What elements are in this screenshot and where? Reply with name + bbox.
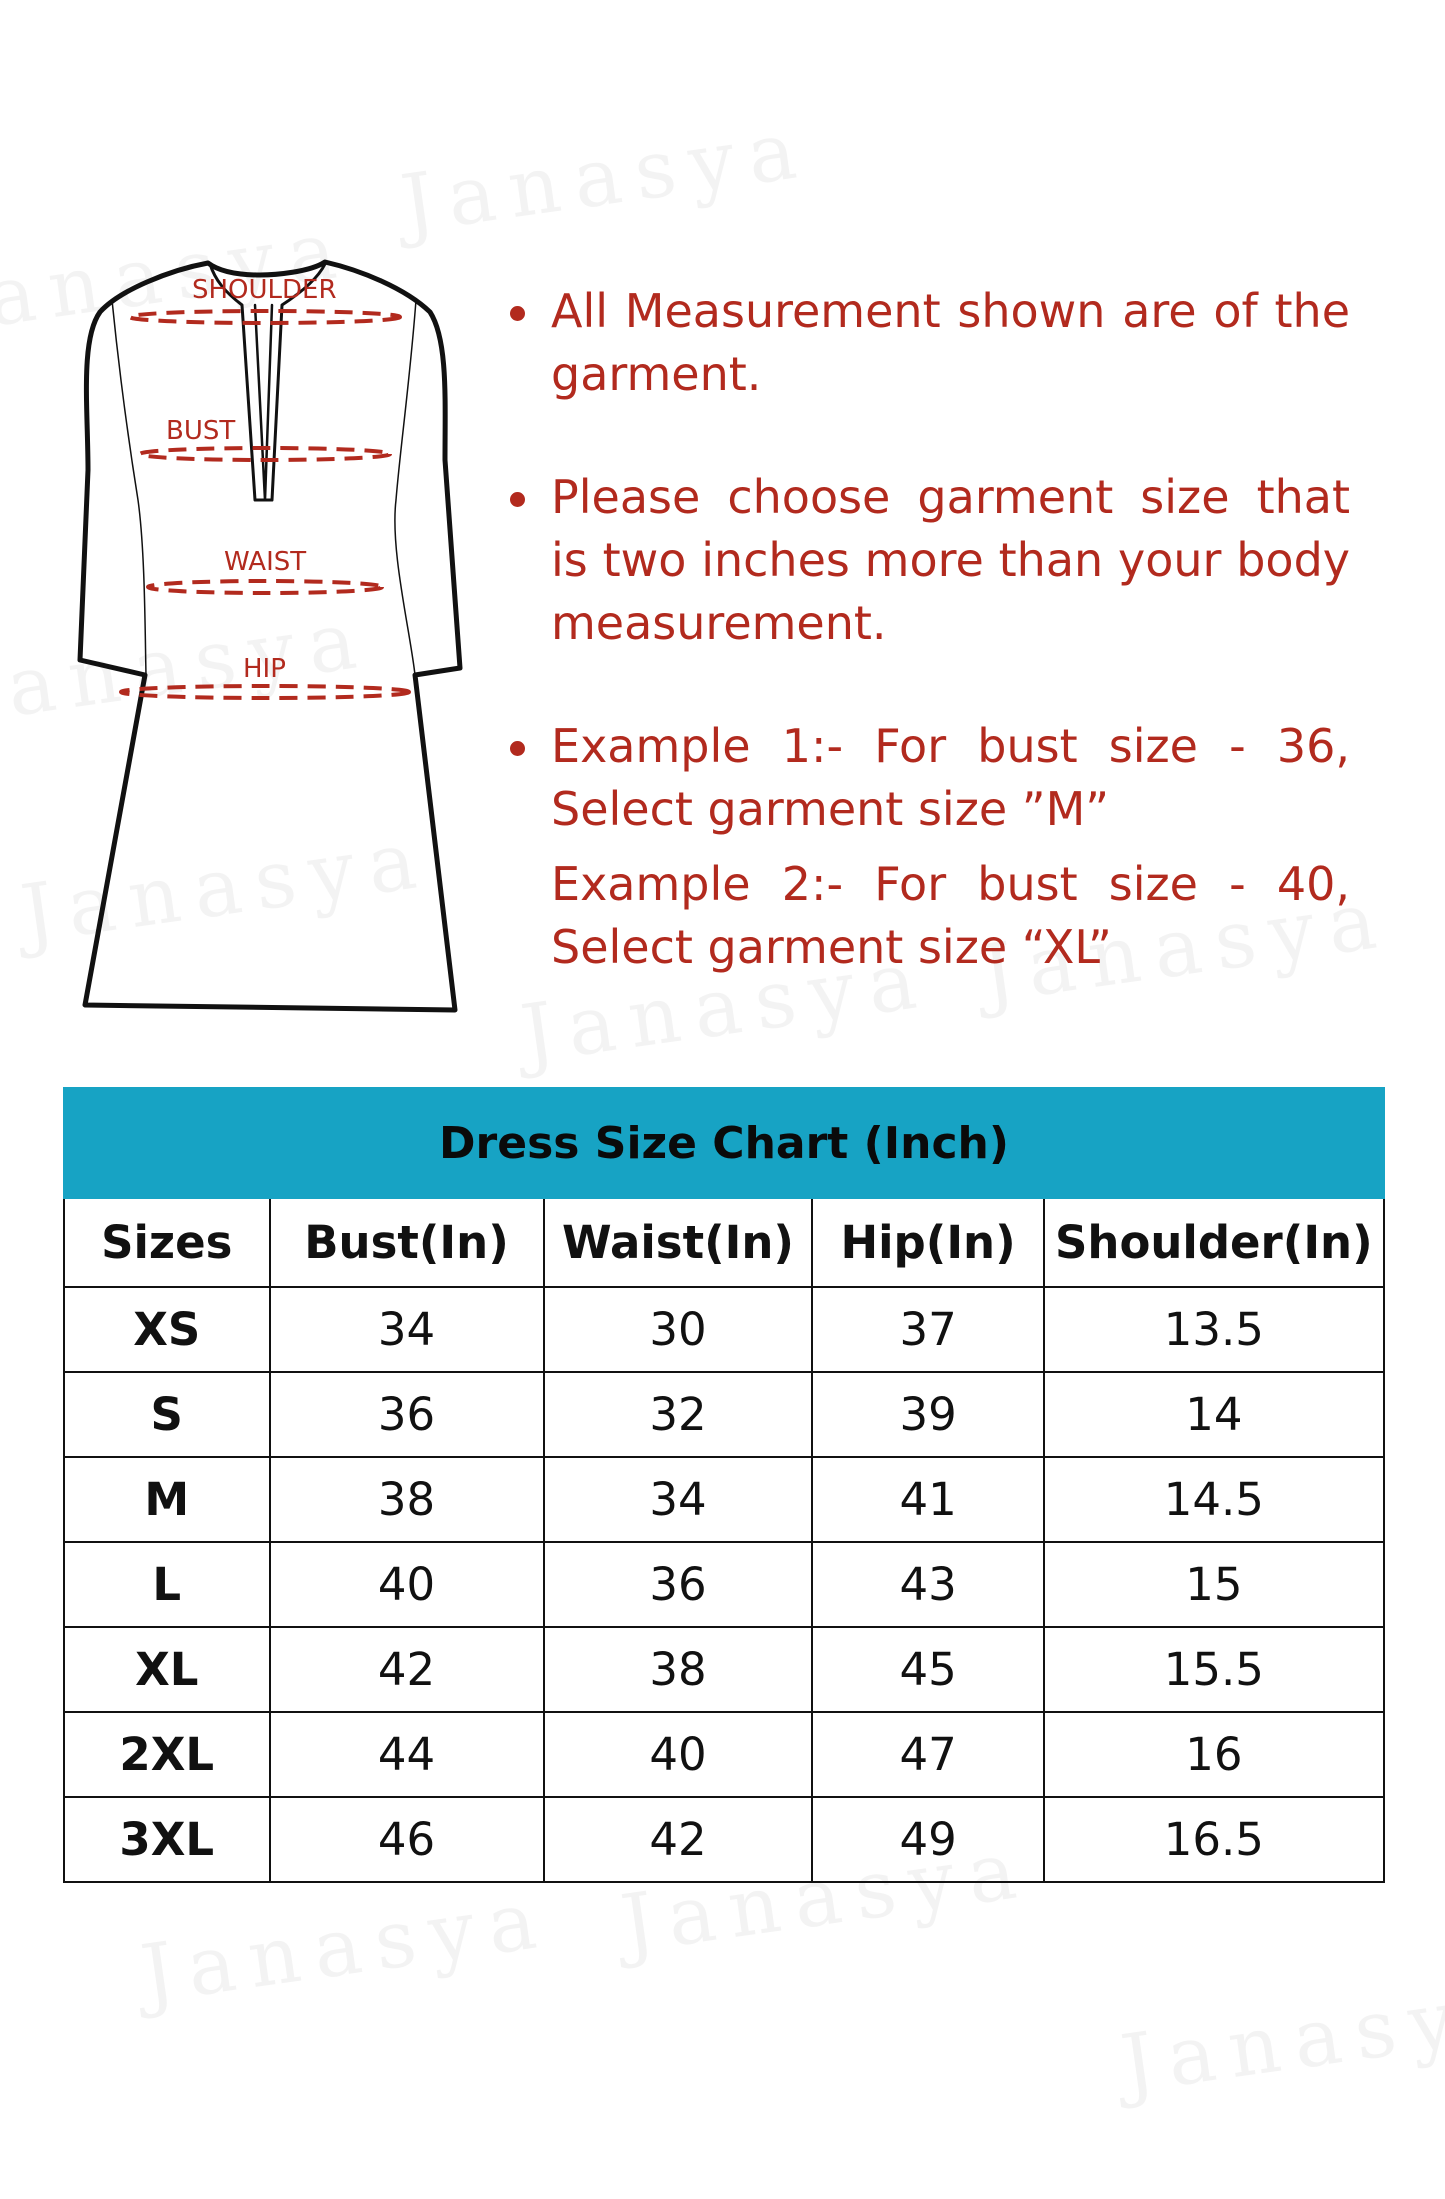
measurement-cell: 30: [542, 1286, 814, 1373]
measurement-cell: 32: [542, 1371, 814, 1458]
column-header: Hip(In): [811, 1197, 1045, 1288]
table-row: XS 34 30 37 13.5: [63, 1286, 1386, 1373]
measurement-cell: 15: [1042, 1541, 1386, 1628]
shoulder-measure-line: [128, 309, 402, 325]
measurement-cell: 37: [811, 1286, 1045, 1373]
garment-diagram: SHOULDER BUST WAIST HIP: [77, 259, 463, 1013]
note-text: Please choose garment size that is two i…: [551, 470, 1350, 650]
size-cell: 3XL: [63, 1796, 271, 1883]
measurement-cell: 42: [542, 1796, 814, 1883]
size-cell: XS: [63, 1286, 271, 1373]
measurement-cell: 14: [1042, 1371, 1386, 1458]
measurement-cell: 46: [268, 1796, 545, 1883]
note-text: Example 1:- For bust size - 36, Select g…: [551, 719, 1350, 836]
table-row: XL 42 38 45 15.5: [63, 1626, 1386, 1713]
measurement-cell: 16.5: [1042, 1796, 1386, 1883]
note-item: Please choose garment size that is two i…: [510, 466, 1350, 655]
note-item: All Measurement shown are of the garment…: [510, 280, 1350, 406]
header-row: Sizes Bust(In) Waist(In) Hip(In) Shoulder(In…: [63, 1197, 1386, 1288]
measurement-cell: 38: [268, 1456, 545, 1543]
measurement-cell: 34: [542, 1456, 814, 1543]
measurement-cell: 15.5: [1042, 1626, 1386, 1713]
measurement-cell: 41: [811, 1456, 1045, 1543]
measurement-cell: 42: [268, 1626, 545, 1713]
measurement-cell: 40: [268, 1541, 545, 1628]
size-chart-title: Dress Size Chart (Inch): [63, 1087, 1385, 1199]
measurement-cell: 14.5: [1042, 1456, 1386, 1543]
size-cell: XL: [63, 1626, 271, 1713]
waist-measure-line: [146, 579, 384, 595]
measurement-cell: 16: [1042, 1711, 1386, 1798]
size-cell: 2XL: [63, 1711, 271, 1798]
measurement-cell: 40: [542, 1711, 814, 1798]
column-header: Bust(In): [268, 1197, 545, 1288]
measurement-cell: 39: [811, 1371, 1045, 1458]
table-row: 3XL 46 42 49 16.5: [63, 1796, 1386, 1883]
table-row: M 38 34 41 14.5: [63, 1456, 1386, 1543]
bullet-icon: [510, 306, 525, 321]
note-item-example-2: Example 2:- For bust size - 40, Select g…: [510, 853, 1350, 979]
hip-measure-line: [119, 684, 411, 700]
bust-measure-line: [138, 446, 392, 462]
measurement-cell: 43: [811, 1541, 1045, 1628]
size-cell: M: [63, 1456, 271, 1543]
size-cell: S: [63, 1371, 271, 1458]
measurement-cell: 44: [268, 1711, 545, 1798]
watermark-logo: Janasya: [1116, 1962, 1445, 2111]
measurement-cell: 36: [268, 1371, 545, 1458]
measurement-notes: All Measurement shown are of the garment…: [510, 280, 1350, 979]
shoulder-label: SHOULDER: [192, 275, 337, 305]
note-item: Example 1:- For bust size - 36, Select g…: [510, 715, 1350, 841]
bust-label: BUST: [166, 416, 235, 446]
waist-label: WAIST: [224, 547, 306, 577]
bullet-icon: [510, 492, 525, 507]
placket: [208, 262, 327, 502]
measurement-cell: 36: [542, 1541, 814, 1628]
table-row: L 40 36 43 15: [63, 1541, 1386, 1628]
measurement-cell: 38: [542, 1626, 814, 1713]
size-cell: L: [63, 1541, 271, 1628]
measurement-cell: 45: [811, 1626, 1045, 1713]
measurement-cell: 49: [811, 1796, 1045, 1883]
note-text: Example 2:- For bust size - 40, Select g…: [551, 857, 1350, 974]
hip-label: HIP: [243, 654, 286, 684]
column-header: Waist(In): [542, 1197, 814, 1288]
garment-outline: [77, 259, 463, 1013]
note-text: All Measurement shown are of the garment…: [551, 284, 1350, 401]
measurement-cell: 34: [268, 1286, 545, 1373]
watermark-logo: Janasya: [136, 1872, 556, 2021]
column-header: Sizes: [63, 1197, 271, 1288]
watermark-logo: Janasya: [396, 102, 816, 251]
table-row: S 36 32 39 14: [63, 1371, 1386, 1458]
bullet-icon: [510, 741, 525, 756]
size-chart-table: Dress Size Chart (Inch) Sizes Bust(In) Wai…: [63, 1087, 1386, 1883]
table-row: 2XL 44 40 47 16: [63, 1711, 1386, 1798]
column-header: Shoulder(In): [1042, 1197, 1386, 1288]
measurement-cell: 47: [811, 1711, 1045, 1798]
measurement-cell: 13.5: [1042, 1286, 1386, 1373]
